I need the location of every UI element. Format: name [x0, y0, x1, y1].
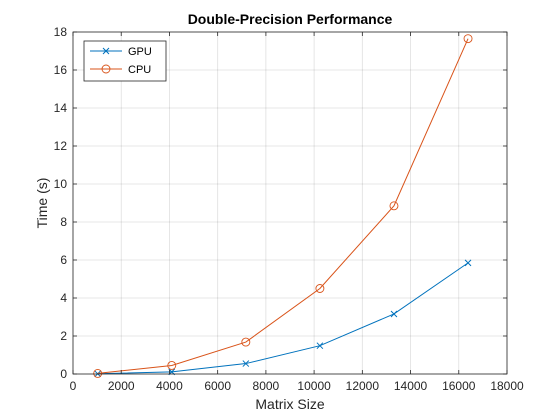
series-cpu [93, 34, 473, 378]
y-tick-label: 6 [60, 253, 67, 267]
data-point-gpu [316, 342, 324, 350]
y-tick-label: 8 [60, 215, 67, 229]
series-line-cpu [97, 38, 469, 374]
legend-marker-sample [102, 47, 110, 55]
x-tick-label: 6000 [204, 379, 231, 393]
y-tick-label: 2 [60, 329, 67, 343]
data-point-gpu [242, 360, 250, 367]
x-tick-label: 10000 [297, 379, 331, 393]
y-tick-label: 16 [54, 63, 68, 77]
series-line-gpu [97, 262, 469, 375]
y-tick-label: 0 [60, 367, 67, 381]
legend-label: GPU [128, 46, 152, 58]
x-tick-label: 16000 [442, 379, 476, 393]
axis-ticks: 0 2000 4000 6000 8000 10000 12000 14000 16000 180… [54, 25, 524, 393]
series-layer [93, 34, 473, 378]
data-point-gpu [464, 259, 472, 267]
plot-area [73, 32, 507, 374]
x-tick-label: 18000 [490, 379, 524, 393]
y-tick-label: 18 [54, 25, 68, 39]
legend-box [83, 40, 167, 82]
legend-marker-sample [101, 64, 111, 74]
data-point-cpu [389, 201, 399, 211]
data-point-cpu [463, 34, 473, 44]
legend: GPU CPU [83, 40, 167, 82]
x-tick-label: 2000 [108, 379, 135, 393]
y-tick-label: 4 [60, 291, 67, 305]
data-point-cpu [167, 361, 177, 370]
x-axis-label: Matrix Size [255, 396, 324, 412]
x-tick-label: 0 [70, 379, 77, 393]
legend-item-cpu: CPU [90, 64, 151, 76]
chart-title: Double-Precision Performance [188, 11, 393, 27]
x-tick-label: 8000 [253, 379, 280, 393]
x-tick-label: 12000 [346, 379, 380, 393]
legend-label: CPU [128, 64, 151, 76]
data-point-cpu [315, 284, 325, 293]
legend-item-gpu: GPU [90, 46, 152, 58]
x-tick-label: 4000 [156, 379, 183, 393]
y-tick-label: 12 [54, 139, 68, 153]
data-point-gpu [390, 310, 398, 318]
axes-box [72, 31, 508, 375]
y-axis-label: Time (s) [34, 178, 50, 229]
data-point-cpu [93, 368, 103, 378]
data-point-cpu [241, 337, 251, 347]
y-tick-label: 10 [54, 177, 68, 191]
x-tick-label: 14000 [394, 379, 428, 393]
y-tick-label: 14 [54, 101, 68, 115]
